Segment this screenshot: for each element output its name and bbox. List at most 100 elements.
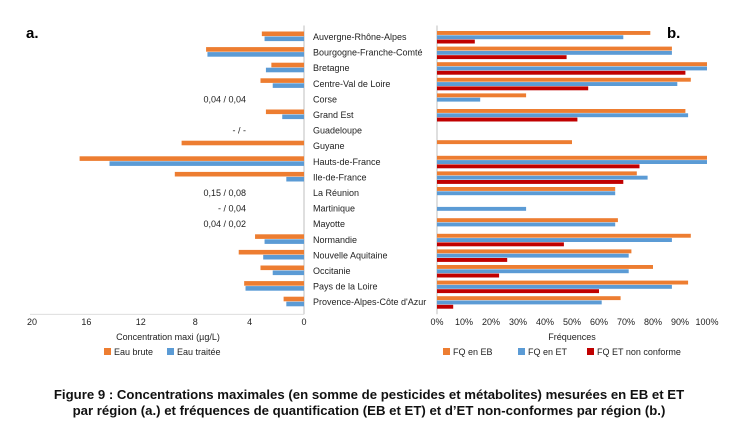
panel-a-label: a. <box>26 25 39 42</box>
panel-b-bar-fq-et-non-conforme-auvergne-rhone-alpes <box>437 39 475 44</box>
panel-b-bar-fq-et-non-conforme-occitanie <box>437 273 500 278</box>
panel-b-tick-label: 30% <box>509 317 527 327</box>
panel-a-bar-eau-brute-occitanie <box>260 265 304 271</box>
panel-b-bar-fq-en-eb-centre-val-de-loire <box>437 77 691 82</box>
category-label-martinique: Martinique <box>313 204 355 214</box>
panel-a-annotation-guadeloupe: - / - <box>233 126 247 136</box>
panel-b-bar-fq-en-et-hauts-de-france <box>437 160 707 164</box>
panel-a-bar-eau-traitee-provence-alpes-cote-d-azur <box>286 301 304 307</box>
category-label-centre-val-de-loire: Centre-Val de Loire <box>313 79 390 89</box>
panel-a-bar-eau-traitee-centre-val-de-loire <box>272 83 304 88</box>
caption-line-1: Figure 9 : Concentrations maximales (en … <box>53 387 685 402</box>
panel-b-bar-fq-et-non-conforme-centre-val-de-loire <box>437 86 589 91</box>
category-label-auvergne-rhone-alpes: Auvergne-Rhône-Alpes <box>313 32 407 42</box>
panel-a-bar-eau-brute-pays-de-la-loire <box>244 281 304 286</box>
panel-a-bar-eau-traitee-bretagne <box>265 67 304 73</box>
panel-b-bar-fq-en-eb-auvergne-rhone-alpes <box>437 31 651 35</box>
panel-b-bar-fq-en-et-mayotte <box>437 222 616 227</box>
panel-b-bar-fq-en-eb-bretagne <box>437 62 707 67</box>
panel-a-tick-label: 20 <box>27 317 37 327</box>
panel-a-bar-eau-traitee-auvergne-rhone-alpes <box>264 36 304 42</box>
panel-a-bar-eau-brute-nouvelle-aquitaine <box>238 249 304 255</box>
panel-b-bar-fq-en-eb-guyane <box>437 140 572 145</box>
panel-b-tick-label: 80% <box>644 317 662 327</box>
panel-b-bar-fq-en-et-la-reunion <box>437 191 616 196</box>
panel-a-bar-eau-brute-auvergne-rhone-alpes <box>261 31 304 37</box>
category-label-guadeloupe: Guadeloupe <box>313 126 362 136</box>
legend-swatch-eau-traitee <box>167 348 174 355</box>
category-label-guyane: Guyane <box>313 141 345 151</box>
panel-b-tick-label: 50% <box>563 317 581 327</box>
panel-b-bar-fq-en-et-pays-de-la-loire <box>437 284 672 289</box>
panel-b-bar-fq-en-et-centre-val-de-loire <box>437 82 678 86</box>
panel-b-tick-label: 60% <box>590 317 608 327</box>
panel-b-bar-fq-et-non-conforme-nouvelle-aquitaine <box>437 258 508 262</box>
legend-label-fq-en-eb: FQ en EB <box>453 347 493 357</box>
panel-a-bar-eau-traitee-hauts-de-france <box>109 161 305 166</box>
category-label-provence-alpes-cote-d-azur: Provence-Alpes-Côte d'Azur <box>313 297 426 307</box>
category-label-grand-est: Grand Est <box>313 110 354 120</box>
panel-b-bar-fq-en-eb-grand-est <box>437 109 686 113</box>
panel-b-bar-fq-et-non-conforme-bretagne <box>437 70 686 75</box>
panel-a-x-axis-label: Concentration maxi (µg/L) <box>116 332 220 342</box>
panel-b-bar-fq-et-non-conforme-pays-de-la-loire <box>437 289 599 294</box>
category-label-hauts-de-france: Hauts-de-France <box>313 157 381 167</box>
panel-b-bar-fq-et-non-conforme-hauts-de-france <box>437 164 640 169</box>
panel-b-bar-fq-et-non-conforme-provence-alpes-cote-d-azur <box>437 304 454 309</box>
panel-a-bar-eau-traitee-pays-de-la-loire <box>245 286 304 291</box>
panel-a-annotation-martinique: - / 0,04 <box>218 204 246 214</box>
panel-b-tick-label: 40% <box>536 317 554 327</box>
panel-b-label: b. <box>667 25 680 42</box>
legend-swatch-fq-et-non-conforme <box>587 348 594 355</box>
panel-b-bar-fq-en-eb-nouvelle-aquitaine <box>437 249 632 254</box>
panel-b-bar-fq-et-non-conforme-normandie <box>437 242 564 247</box>
panel-b-bar-fq-en-et-provence-alpes-cote-d-azur <box>437 300 602 305</box>
panel-b-bar-fq-en-eb-normandie <box>437 233 691 238</box>
category-label-corse: Corse <box>313 94 337 104</box>
panel-b-bar-fq-en-et-grand-est <box>437 113 689 118</box>
panel-b-bar-fq-en-et-ile-de-france <box>437 175 648 180</box>
category-label-ile-de-france: Ile-de-France <box>313 172 367 182</box>
panel-a-bar-eau-brute-bourgogne-franche-comte <box>206 47 304 52</box>
panel-a-bar-eau-brute-guyane <box>181 140 304 146</box>
panel-a-annotation-mayotte: 0,04 / 0,02 <box>203 219 246 229</box>
panel-b-tick-label: 70% <box>617 317 635 327</box>
figure-caption: Figure 9 : Concentrations maximales (en … <box>0 387 738 419</box>
caption-line-2: par région (a.) et fréquences de quantif… <box>72 403 666 418</box>
panel-b-x-axis-label: Fréquences <box>548 332 596 342</box>
panel-b-bar-fq-et-non-conforme-ile-de-france <box>437 180 624 184</box>
panel-b-bar-fq-en-et-martinique <box>437 206 527 211</box>
panel-b-bar-fq-en-eb-occitanie <box>437 265 653 269</box>
legend-label-fq-et-non-conforme: FQ ET non conforme <box>597 347 681 357</box>
panel-b-bar-fq-en-eb-bourgogne-franche-comte <box>437 46 672 51</box>
category-label-bretagne: Bretagne <box>313 63 350 73</box>
panel-b-bar-fq-en-et-bourgogne-franche-comte <box>437 50 672 55</box>
panel-b-tick-label: 10% <box>455 317 473 327</box>
panel-a-bar-eau-brute-hauts-de-france <box>79 156 304 161</box>
panel-a-tick-label: 12 <box>136 317 146 327</box>
panel-a-bar-eau-brute-bretagne <box>271 62 304 68</box>
legend-swatch-eau-brute <box>104 348 111 355</box>
panel-b-bar-fq-en-eb-mayotte <box>437 218 618 223</box>
panel-b-tick-label: 90% <box>671 317 689 327</box>
panel-b-tick-label: 0% <box>430 317 443 327</box>
panel-b-bar-fq-en-eb-pays-de-la-loire <box>437 280 689 285</box>
legend-label-fq-en-et: FQ en ET <box>528 347 568 357</box>
panel-a-bar-eau-traitee-grand-est <box>282 114 304 120</box>
category-label-occitanie: Occitanie <box>313 266 351 276</box>
panel-b-bar-fq-en-et-nouvelle-aquitaine <box>437 253 629 258</box>
category-label-pays-de-la-loire: Pays de la Loire <box>313 282 378 292</box>
panel-a-tick-label: 8 <box>193 317 198 327</box>
panel-b-bar-fq-en-eb-ile-de-france <box>437 171 637 176</box>
category-label-normandie: Normandie <box>313 235 357 245</box>
legend-label-eau-brute: Eau brute <box>114 347 153 357</box>
panel-b-bar-fq-en-eb-corse <box>437 93 527 98</box>
panel-a-annotation-la-reunion: 0,15 / 0,08 <box>203 188 246 198</box>
panel-a-tick-label: 4 <box>247 317 252 327</box>
panel-b-bar-fq-en-et-auvergne-rhone-alpes <box>437 35 624 40</box>
panel-a-bar-eau-traitee-bourgogne-franche-comte <box>207 52 304 57</box>
panel-a-annotation-corse: 0,04 / 0,04 <box>203 94 246 104</box>
panel-b-bar-fq-en-et-corse <box>437 97 481 102</box>
panel-b-bar-fq-en-et-bretagne <box>437 66 707 71</box>
panel-a-bar-eau-traitee-nouvelle-aquitaine <box>263 254 304 260</box>
